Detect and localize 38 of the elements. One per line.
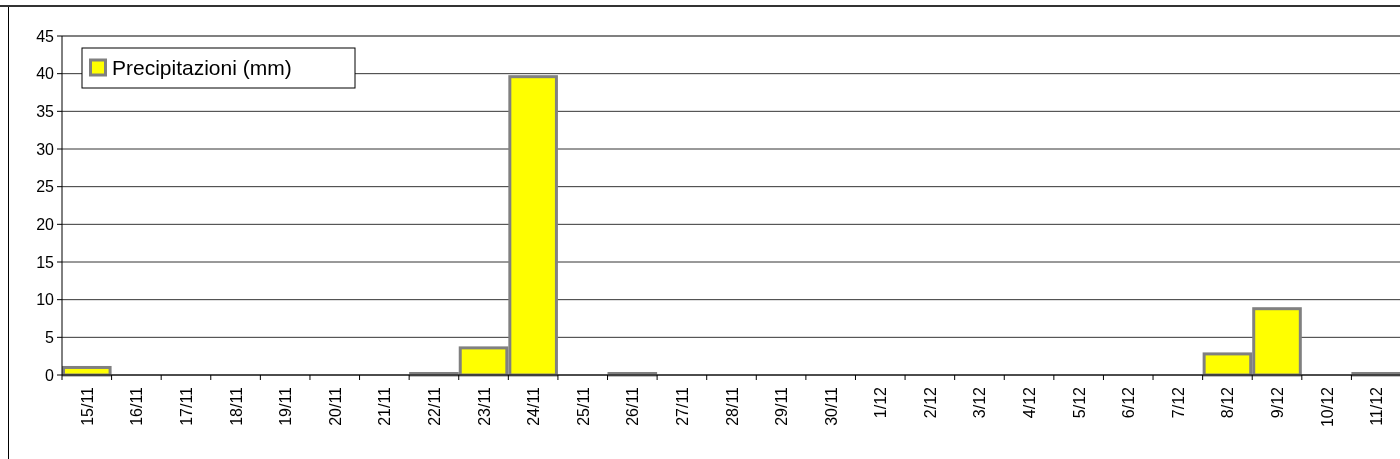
x-tick-label: 1/12	[872, 386, 890, 419]
x-tick-label: 6/12	[1120, 386, 1138, 419]
x-tick-label: 24/11	[525, 386, 543, 426]
y-tick-label: 35	[36, 102, 55, 120]
x-tick-label: 2/12	[921, 386, 939, 419]
y-tick-label: 0	[45, 366, 55, 384]
y-tick-label: 15	[36, 253, 55, 271]
y-tick-label: 30	[36, 140, 55, 158]
x-tick-label: 23/11	[475, 386, 493, 426]
x-tick-label: 19/11	[277, 386, 295, 426]
x-tick-label: 27/11	[673, 386, 691, 426]
x-tick-label: 30/11	[822, 386, 840, 426]
legend-label: Precipitazioni (mm)	[112, 56, 292, 80]
x-tick-label: 11/12	[1368, 386, 1386, 426]
x-tick-label: 20/11	[326, 386, 344, 426]
x-tick-label: 3/12	[971, 386, 989, 419]
y-tick-label: 5	[45, 328, 55, 346]
x-tick-label: 8/12	[1219, 386, 1237, 419]
x-tick-label: 26/11	[624, 386, 642, 426]
y-tick-label: 10	[36, 291, 55, 309]
x-tick-label: 7/12	[1169, 386, 1187, 419]
x-tick-label: 5/12	[1070, 386, 1088, 419]
x-tick-label: 18/11	[227, 386, 245, 426]
y-tick-label: 45	[36, 27, 55, 45]
x-tick-label: 21/11	[376, 386, 394, 426]
x-tick-label: 15/11	[78, 386, 96, 426]
x-tick-label: 9/12	[1269, 386, 1287, 419]
x-tick-label: 17/11	[177, 386, 195, 426]
x-tick-label: 28/11	[723, 386, 741, 426]
y-tick-label: 25	[36, 178, 55, 196]
y-tick-label: 40	[36, 65, 55, 83]
y-tick-label: 20	[36, 215, 55, 233]
x-tick-label: 4/12	[1021, 386, 1039, 419]
x-tick-label: 10/12	[1318, 386, 1336, 428]
x-tick-label: 29/11	[773, 386, 791, 426]
x-tick-label: 22/11	[425, 386, 443, 426]
x-tick-label: 16/11	[128, 386, 146, 426]
x-tick-label: 25/11	[574, 386, 592, 426]
